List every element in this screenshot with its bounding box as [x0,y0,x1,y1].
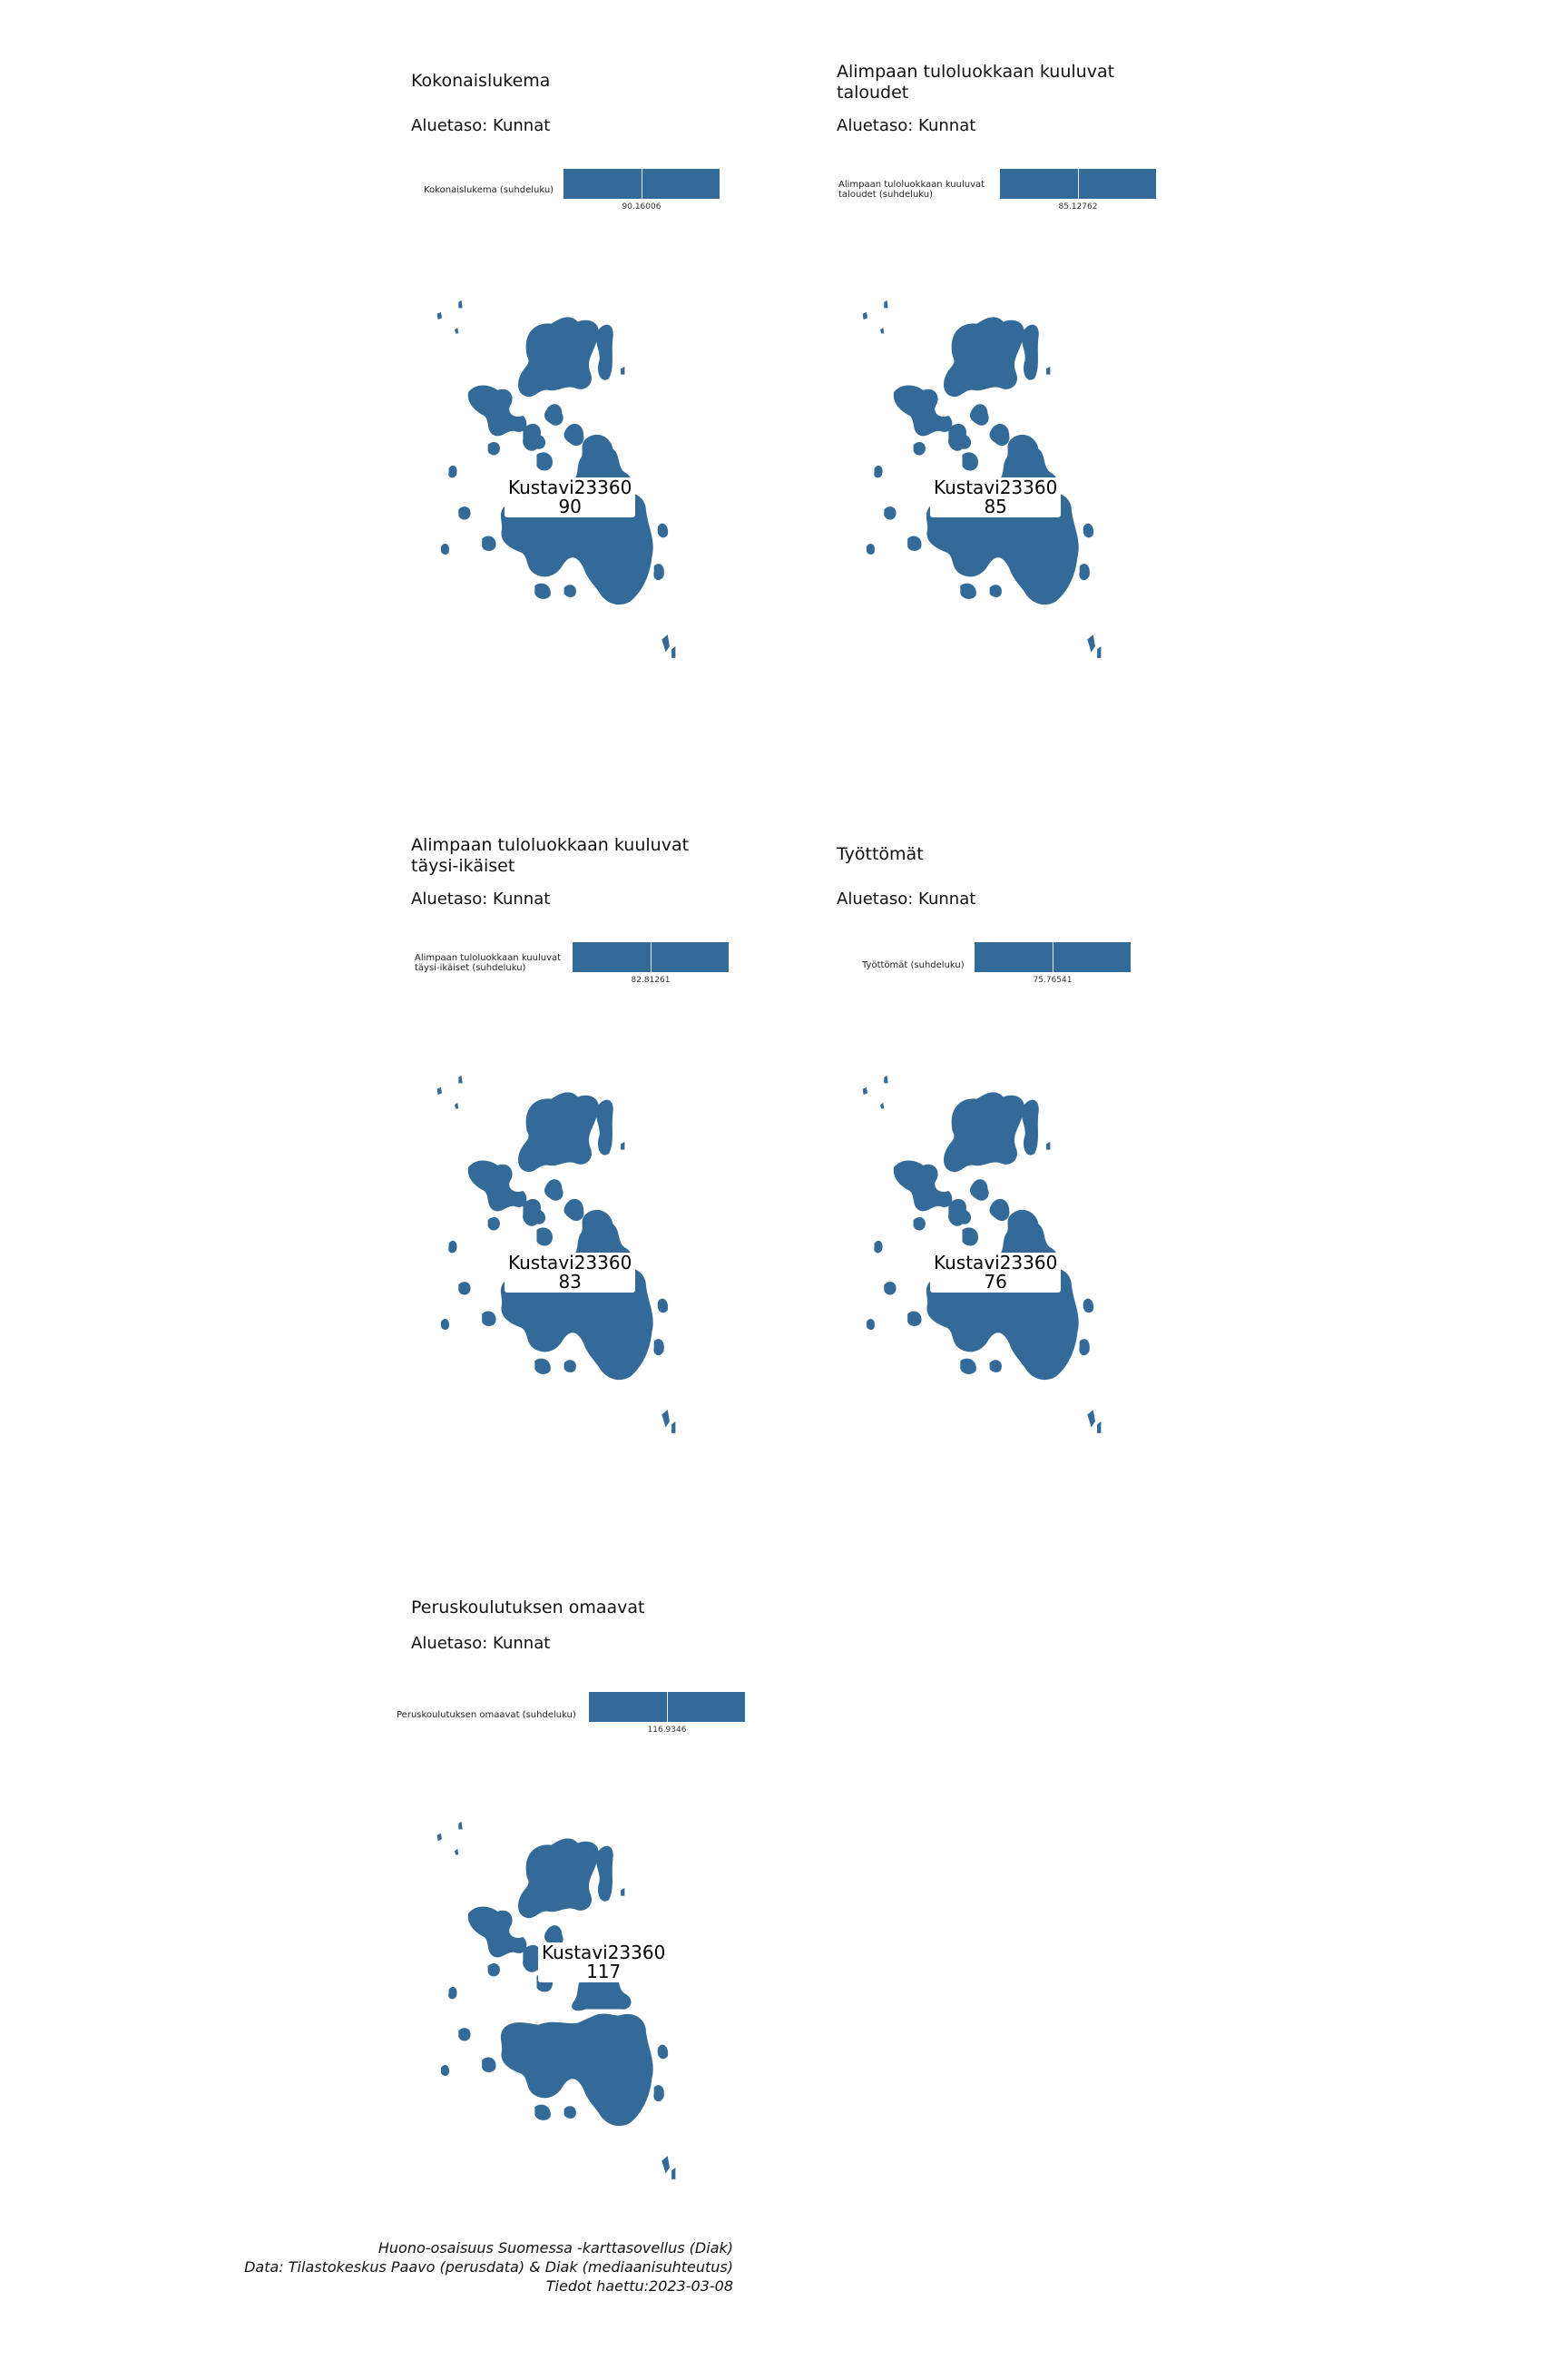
panel-subtitle: Aluetaso: Kunnat [837,116,976,135]
legend-label: Työttömät (suhdeluku) [862,960,965,970]
panel-subtitle: Aluetaso: Kunnat [411,1634,551,1653]
legend-color-bar [589,1692,745,1722]
panel-subtitle: Aluetaso: Kunnat [411,116,551,135]
area-label: Kustavi23360 117 [538,1942,670,1982]
map-shape [862,300,1102,658]
legend-label: Alimpaan tuloluokkaan kuuluvat taloudet … [838,180,985,200]
panel-title: Työttömät [837,844,924,864]
legend-label: Peruskoulutuksen omaavat (suhdeluku) [397,1710,576,1720]
map-panel-2: Alimpaan tuloluokkaan kuuluvat taloudet … [837,62,1263,824]
area-label: Kustavi23360 83 [505,1252,636,1293]
area-value: 76 [984,1271,1007,1293]
map-panel-5: Peruskoulutuksen omaavat Aluetaso: Kunna… [397,1598,838,2360]
legend-color-bar [564,169,720,199]
area-label: Kustavi23360 90 [505,477,636,517]
panel-subtitle: Aluetaso: Kunnat [411,890,551,909]
area-value: 117 [586,1961,622,1982]
panel-title: Kokonaislukema [411,71,551,91]
panel-title: Alimpaan tuloluokkaan kuuluvat täysi-ikä… [411,835,690,876]
legend-color-bar [573,942,729,972]
area-label: Kustavi23360 76 [930,1252,1062,1293]
legend-value: 90.16006 [622,202,662,211]
area-label: Kustavi23360 85 [930,477,1062,517]
legend-color-bar [975,942,1131,972]
panel-subtitle: Aluetaso: Kunnat [837,890,976,909]
legend-color-bar [1000,169,1156,199]
area-name: Kustavi23360 [542,1942,666,1963]
map-shape [436,1075,676,1433]
legend-tick [1053,942,1054,972]
area-value: 90 [558,496,582,517]
legend-label: Alimpaan tuloluokkaan kuuluvat täysi-ikä… [415,953,562,973]
panel-title: Alimpaan tuloluokkaan kuuluvat taloudet [837,62,1115,103]
area-value: 85 [984,496,1007,517]
legend-tick [651,942,652,972]
caption-line-date: Tiedot haettu:2023-03-08 [545,2277,733,2295]
map-panel-1: Kokonaislukema Aluetaso: Kunnat Kokonais… [411,71,838,833]
caption-line-app: Huono-osaisuus Suomessa -karttasovellus … [377,2239,733,2257]
map-shape [862,1075,1102,1433]
map-shape [436,300,676,658]
area-name: Kustavi23360 [934,1252,1058,1273]
map-panel-3: Alimpaan tuloluokkaan kuuluvat täysi-ikä… [411,835,838,1598]
panel-title: Peruskoulutuksen omaavat [411,1598,645,1618]
caption-line-data: Data: Tilastokeskus Paavo (perusdata) & … [244,2258,733,2276]
legend-value: 82.81261 [631,976,671,985]
legend-tick [1078,169,1079,199]
legend-value: 116.9346 [647,1726,687,1735]
area-name: Kustavi23360 [508,1252,632,1273]
legend-label: Kokonaislukema (suhdeluku) [424,185,554,195]
area-value: 83 [558,1271,582,1293]
area-name: Kustavi23360 [508,477,632,498]
area-name: Kustavi23360 [934,477,1058,498]
map-panel-4: Työttömät Aluetaso: Kunnat Työttömät (su… [837,844,1263,1607]
legend-value: 75.76541 [1033,976,1073,985]
map-shape [436,1821,676,2179]
source-caption: Huono-osaisuus Suomessa -karttasovellus … [189,2238,733,2296]
legend-tick [667,1692,668,1722]
legend-value: 85.12762 [1058,202,1098,211]
